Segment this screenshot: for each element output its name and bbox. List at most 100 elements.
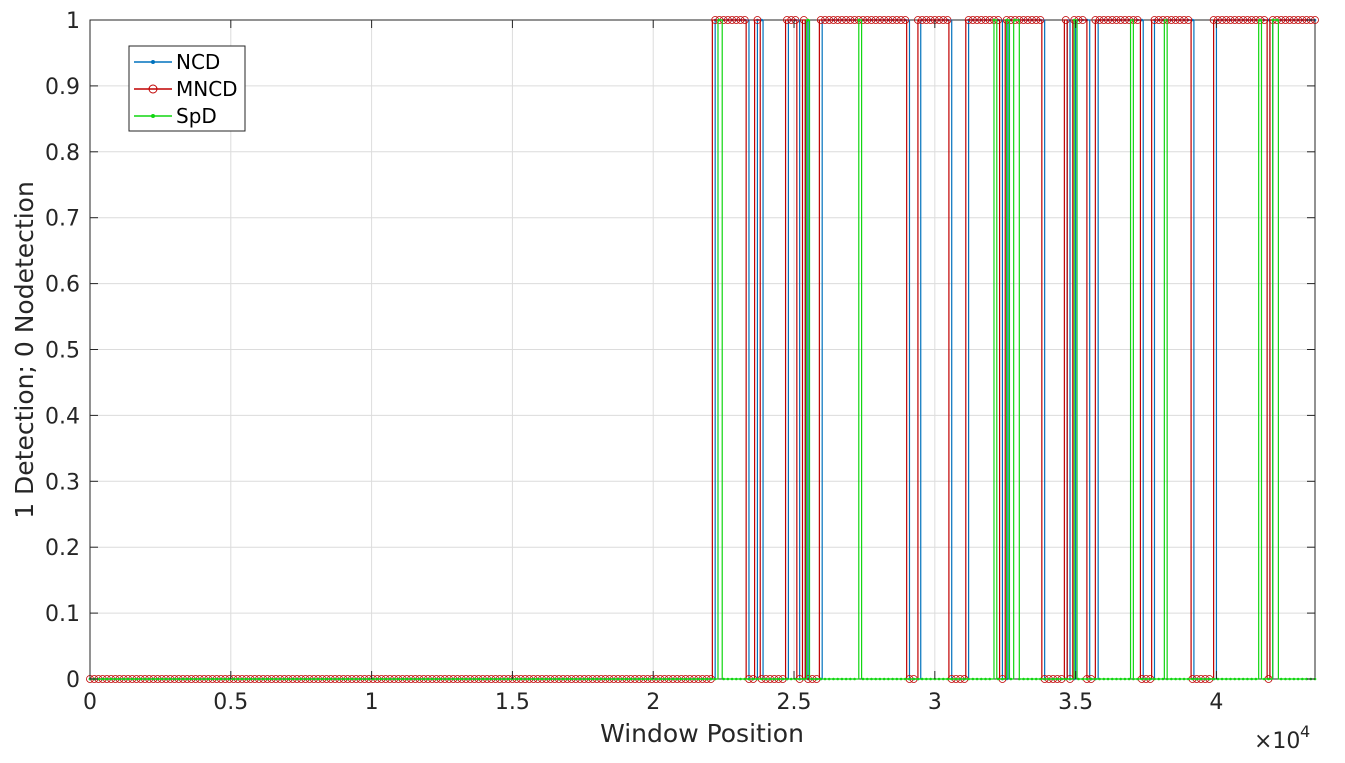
- data-point: [740, 16, 749, 24]
- data-point: [1148, 677, 1152, 681]
- data-point: [821, 16, 829, 24]
- data-point: [1119, 677, 1122, 681]
- data-point: [950, 677, 954, 681]
- data-point: [578, 677, 582, 681]
- data-point: [261, 677, 265, 681]
- data-point: [266, 677, 269, 681]
- data-point: [291, 677, 295, 681]
- data-point: [1023, 16, 1032, 24]
- data-point: [380, 677, 383, 681]
- series-line-mncd: [90, 19, 1315, 680]
- series-line-spd: [90, 19, 1315, 680]
- data-point: [612, 677, 616, 681]
- data-point: [943, 16, 952, 24]
- data-point: [135, 677, 138, 681]
- data-point: [1078, 16, 1087, 24]
- data-point: [884, 16, 893, 24]
- data-point: [1104, 16, 1112, 24]
- data-point: [1284, 677, 1287, 681]
- data-point: [194, 677, 197, 681]
- data-point: [143, 677, 147, 681]
- data-point: [1171, 16, 1180, 24]
- data-point: [732, 16, 741, 24]
- x-tick-label: 1.5: [495, 690, 530, 715]
- data-point: [587, 677, 590, 681]
- data-point: [1112, 16, 1121, 24]
- data-point: [1239, 16, 1248, 24]
- data-point: [867, 16, 876, 24]
- data-point: [1216, 677, 1220, 681]
- data-point: [973, 16, 981, 24]
- y-tick-label: 0.1: [45, 602, 80, 627]
- data-point: [1094, 677, 1097, 681]
- data-point: [1281, 16, 1290, 24]
- data-point: [802, 677, 806, 681]
- data-point: [278, 677, 282, 681]
- data-point: [1186, 677, 1190, 681]
- data-point: [114, 677, 117, 681]
- data-point: [1237, 677, 1241, 681]
- data-point: [1233, 677, 1237, 681]
- y-tick-label: 1: [66, 9, 80, 34]
- data-point: [1060, 677, 1063, 681]
- data-point: [473, 677, 476, 681]
- data-point: [1246, 677, 1249, 681]
- y-axis-label: 1 Detection; 0 Nodetection: [10, 181, 39, 519]
- data-point: [1018, 677, 1021, 681]
- data-point: [557, 677, 561, 681]
- data-point: [620, 677, 624, 681]
- y-tick-label: 0.9: [45, 75, 80, 100]
- data-point: [1209, 16, 1218, 24]
- data-point: [544, 677, 548, 681]
- data-point: [723, 16, 732, 24]
- data-point: [1267, 677, 1270, 681]
- data-point: [316, 677, 320, 681]
- data-point: [1292, 677, 1296, 681]
- data-point: [663, 677, 666, 681]
- data-point: [456, 677, 459, 681]
- data-point: [1144, 677, 1148, 681]
- data-point: [1180, 16, 1188, 24]
- data-point: [667, 677, 671, 681]
- data-point: [1212, 677, 1215, 681]
- data-point: [401, 677, 404, 681]
- data-point: [97, 677, 100, 681]
- data-point: [190, 677, 193, 681]
- data-point: [939, 16, 948, 24]
- data-point: [798, 677, 801, 681]
- data-point: [363, 677, 366, 681]
- data-point: [468, 677, 472, 681]
- data-point: [829, 16, 838, 24]
- data-point: [109, 677, 113, 681]
- data-point: [1218, 16, 1226, 24]
- grid-lines: [90, 20, 1315, 679]
- data-point: [1019, 16, 1028, 24]
- data-point: [977, 16, 986, 24]
- data-point: [777, 677, 780, 681]
- data-point: [574, 677, 578, 681]
- data-point: [1001, 677, 1004, 681]
- series-markers-spd: [88, 18, 1317, 681]
- data-point: [608, 677, 611, 681]
- data-point: [929, 677, 932, 681]
- data-point: [1047, 677, 1051, 681]
- data-point: [494, 677, 497, 681]
- data-point: [1296, 677, 1300, 681]
- legend-entries: NCD MNCD SpD: [134, 50, 238, 128]
- data-point: [1226, 16, 1235, 24]
- data-point: [388, 677, 392, 681]
- data-point: [528, 677, 531, 681]
- data-point: [295, 677, 299, 681]
- data-point: [1154, 16, 1163, 24]
- legend-entry-spd: SpD: [134, 104, 217, 128]
- data-point: [147, 677, 151, 681]
- data-point: [321, 677, 324, 681]
- data-point: [464, 677, 468, 681]
- data-point: [1220, 677, 1224, 681]
- data-point: [173, 677, 176, 681]
- data-point: [160, 677, 164, 681]
- data-point: [870, 677, 873, 681]
- data-point: [794, 677, 797, 681]
- data-point: [975, 677, 979, 681]
- data-point: [827, 677, 831, 681]
